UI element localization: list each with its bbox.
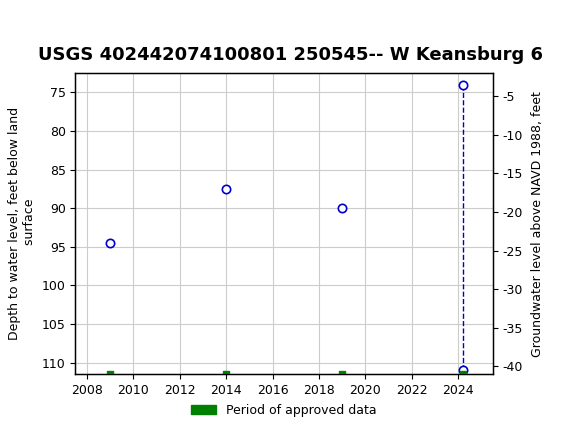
- Y-axis label: Groundwater level above NAVD 1988, feet: Groundwater level above NAVD 1988, feet: [531, 91, 545, 356]
- Legend: Period of approved data: Period of approved data: [186, 399, 382, 422]
- Y-axis label: Depth to water level, feet below land
 surface: Depth to water level, feet below land su…: [8, 107, 36, 340]
- Text: USGS 402442074100801 250545-- W Keansburg 6: USGS 402442074100801 250545-- W Keansbur…: [38, 46, 542, 64]
- Text: ≡USGS: ≡USGS: [6, 16, 64, 35]
